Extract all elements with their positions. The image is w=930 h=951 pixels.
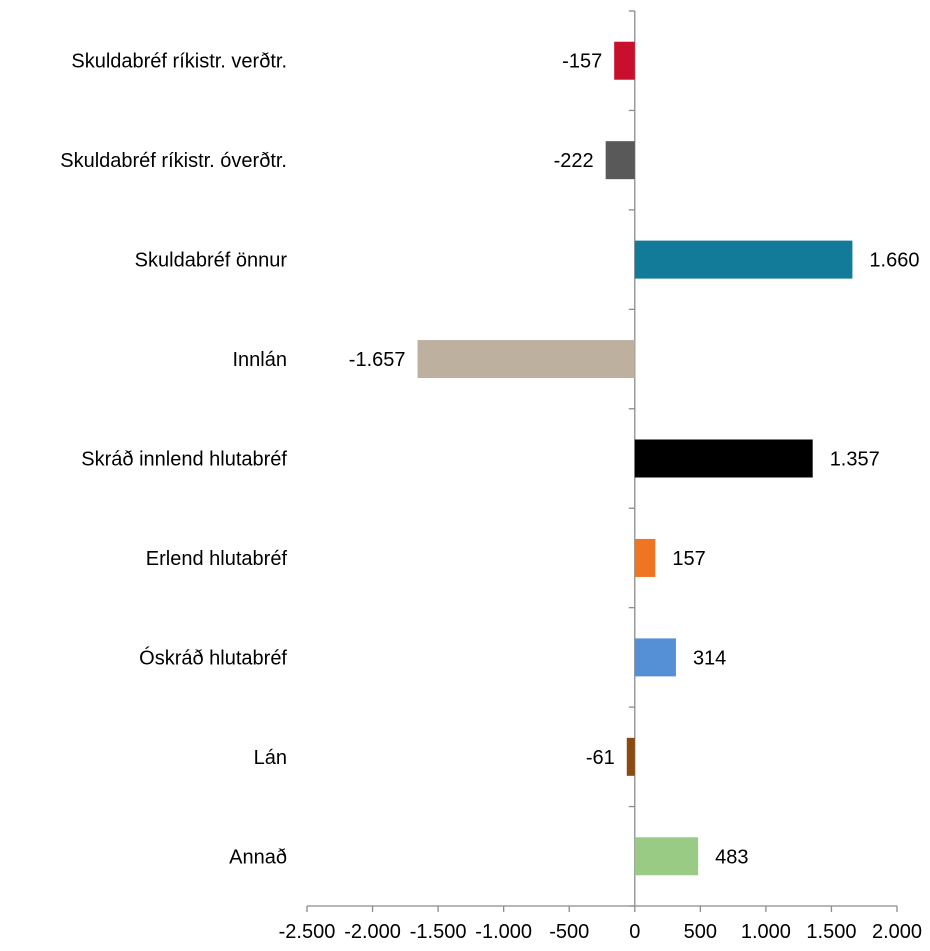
x-tick-label: 1.500: [806, 921, 856, 943]
data-label: 314: [693, 647, 726, 669]
data-label: -157: [562, 51, 602, 73]
x-tick-label: 500: [684, 921, 717, 943]
data-label: -222: [554, 150, 594, 172]
x-tick-label: 1.000: [741, 921, 791, 943]
bar: [605, 141, 635, 180]
data-label: -1.657: [349, 349, 406, 371]
bar: [626, 737, 635, 776]
category-label: Skráð innlend hlutabréf: [81, 449, 287, 471]
category-label: Skuldabréf ríkistr. verðtr.: [71, 51, 287, 73]
x-tick-label: 0: [629, 921, 640, 943]
data-labels: -157 -222 1.660 -1.657 1.357 157 314 -61 483: [349, 51, 920, 869]
category-label: Annað: [229, 846, 287, 868]
category-label: Skuldabréf ríkistr. óverðtr.: [60, 150, 287, 172]
bar: [634, 240, 853, 279]
x-tick-label: -2.000: [344, 921, 401, 943]
category-labels: Skuldabréf ríkistr. verðtr. Skuldabréf rí…: [60, 51, 287, 869]
data-label: 157: [672, 548, 705, 570]
category-label: Skuldabréf önnur: [135, 250, 288, 272]
bar: [634, 837, 699, 876]
x-tick-label: -1.500: [410, 921, 467, 943]
x-tick-label: -2.500: [279, 921, 336, 943]
bars: [417, 41, 853, 876]
x-tick-label: 2.000: [872, 921, 922, 943]
x-tick-labels: -2.500 -2.000 -1.500 -1.000 -500 0 500 1.000 1.5…: [279, 921, 922, 943]
category-label: Erlend hlutabréf: [146, 548, 288, 570]
category-label: Lán: [254, 747, 287, 769]
bar: [634, 439, 813, 478]
category-label: Innlán: [233, 349, 288, 371]
data-label: 1.357: [830, 449, 880, 471]
bar: [634, 638, 676, 677]
data-label: 483: [715, 846, 748, 868]
data-label: 1.660: [869, 250, 919, 272]
bar: [614, 41, 635, 80]
bar: [634, 538, 656, 577]
x-tick-label: -500: [549, 921, 589, 943]
data-label: -61: [586, 747, 615, 769]
category-label: Óskráð hlutabréf: [139, 646, 287, 669]
bar: [417, 340, 635, 379]
x-tick-label: -1.000: [475, 921, 532, 943]
